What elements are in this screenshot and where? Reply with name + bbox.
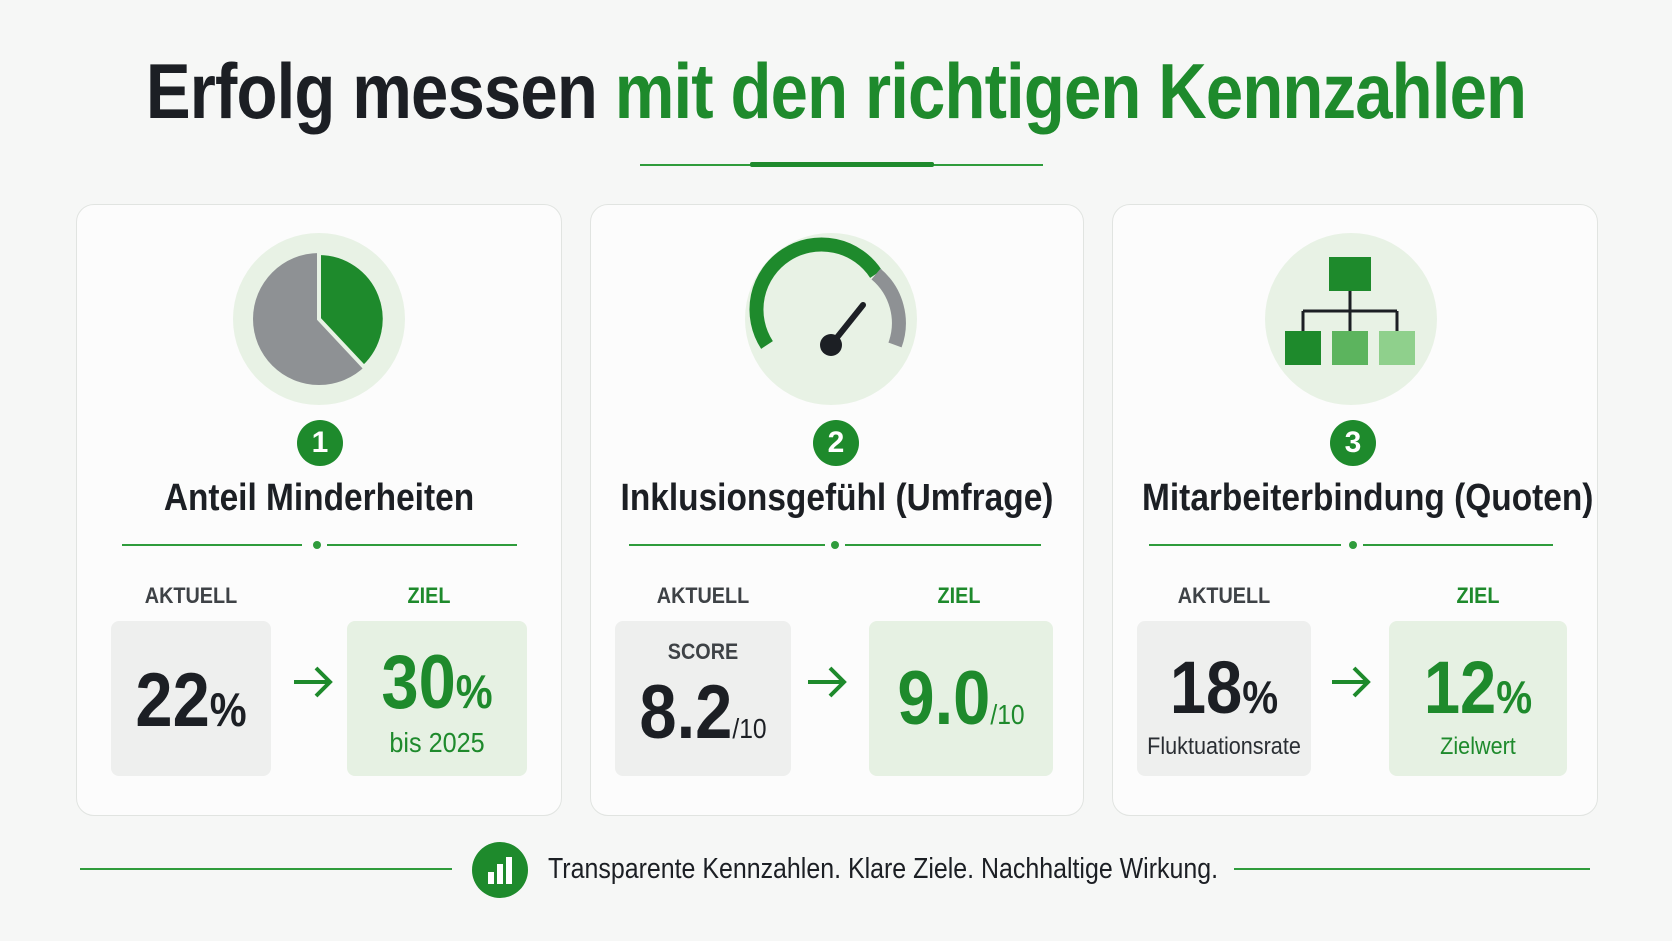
divider-dot: [313, 541, 321, 549]
number-badge: 1: [297, 420, 343, 466]
target-unit: %: [1496, 671, 1533, 723]
divider-left: [122, 544, 302, 546]
arrow-right-icon: [1332, 666, 1371, 698]
title-underline-accent: [750, 162, 934, 167]
org-chart-icon-circle: [1265, 233, 1437, 405]
title-part-dark: Erfolg messen: [145, 47, 598, 135]
divider-left: [1149, 544, 1341, 546]
current-number: 8.2: [639, 670, 733, 755]
current-sub: Fluktuationsrate: [1147, 733, 1301, 760]
target-value-box: 30% bis 2025: [347, 621, 527, 776]
divider-dot: [1349, 541, 1357, 549]
metric-card-retention: 3 Mitarbeiterbindung (Quoten) AKTUELL ZI…: [1112, 204, 1598, 816]
target-value-box: 12% Zielwert: [1389, 621, 1567, 776]
current-label: AKTUELL: [1177, 583, 1271, 608]
number-badge: 3: [1330, 420, 1376, 466]
arrow-right-icon: [294, 666, 333, 698]
gauge-icon-circle: [745, 233, 917, 405]
gauge-icon: [749, 237, 906, 356]
target-unit: %: [455, 665, 493, 718]
number-badge: 2: [813, 420, 859, 466]
card-title: Anteil Minderheiten: [163, 477, 475, 519]
card-title: Inklusionsgefühl (Umfrage): [620, 477, 1054, 519]
pie-chart-icon-circle: [233, 233, 405, 405]
current-number: 18: [1169, 646, 1243, 729]
metric-card-minorities: 1 Anteil Minderheiten AKTUELL ZIEL 22% 3…: [76, 204, 562, 816]
current-value-box: 18% Fluktuationsrate: [1137, 621, 1311, 776]
target-sub: bis 2025: [389, 727, 485, 758]
score-caption: SCORE: [667, 639, 739, 664]
target-value-box: 9.0/10: [869, 621, 1053, 776]
target-number: 30: [381, 640, 456, 725]
footer-tagline: Transparente Kennzahlen. Klare Ziele. Na…: [548, 853, 1219, 885]
target-number: 9.0: [897, 656, 991, 741]
card-title: Mitarbeiterbindung (Quoten): [1142, 477, 1594, 519]
footer-badge: [472, 842, 528, 898]
target-number: 12: [1423, 646, 1497, 729]
divider-right: [1363, 544, 1553, 546]
pie-chart-icon: [253, 250, 387, 385]
current-unit: /10: [732, 713, 767, 744]
footer-line-left: [80, 868, 452, 870]
footer-line-right: [1234, 868, 1590, 870]
target-value: 9.0/10: [880, 661, 1042, 737]
target-label: ZIEL: [937, 583, 981, 608]
target-label: ZIEL: [407, 583, 451, 608]
bar-chart-icon: [488, 857, 512, 884]
target-label: ZIEL: [1456, 583, 1500, 608]
divider-right: [845, 544, 1041, 546]
target-value: 12%: [1400, 651, 1557, 725]
target-unit: /10: [990, 699, 1025, 730]
metric-card-inclusion: 2 Inklusionsgefühl (Umfrage) AKTUELL ZIE…: [590, 204, 1084, 816]
divider-left: [629, 544, 825, 546]
current-label: AKTUELL: [144, 583, 238, 608]
divider-right: [327, 544, 517, 546]
current-value: 18%: [1147, 651, 1300, 725]
page-title: Erfolg messen mit den richtigen Kennzahl…: [117, 52, 1555, 130]
org-chart-icon: [1285, 257, 1415, 365]
current-value: 22%: [121, 663, 262, 739]
current-unit: %: [209, 683, 247, 736]
divider-dot: [831, 541, 839, 549]
current-value: 8.2/10: [626, 675, 781, 751]
target-value: 30%: [358, 645, 516, 721]
current-number: 22: [135, 658, 210, 743]
title-part-green: mit den richtigen Kennzahlen: [614, 47, 1527, 135]
current-label: AKTUELL: [656, 583, 750, 608]
arrow-right-icon: [808, 666, 847, 698]
current-value-box: SCORE 8.2/10: [615, 621, 791, 776]
current-value-box: 22%: [111, 621, 271, 776]
current-unit: %: [1242, 671, 1279, 723]
target-sub: Zielwert: [1440, 733, 1516, 760]
